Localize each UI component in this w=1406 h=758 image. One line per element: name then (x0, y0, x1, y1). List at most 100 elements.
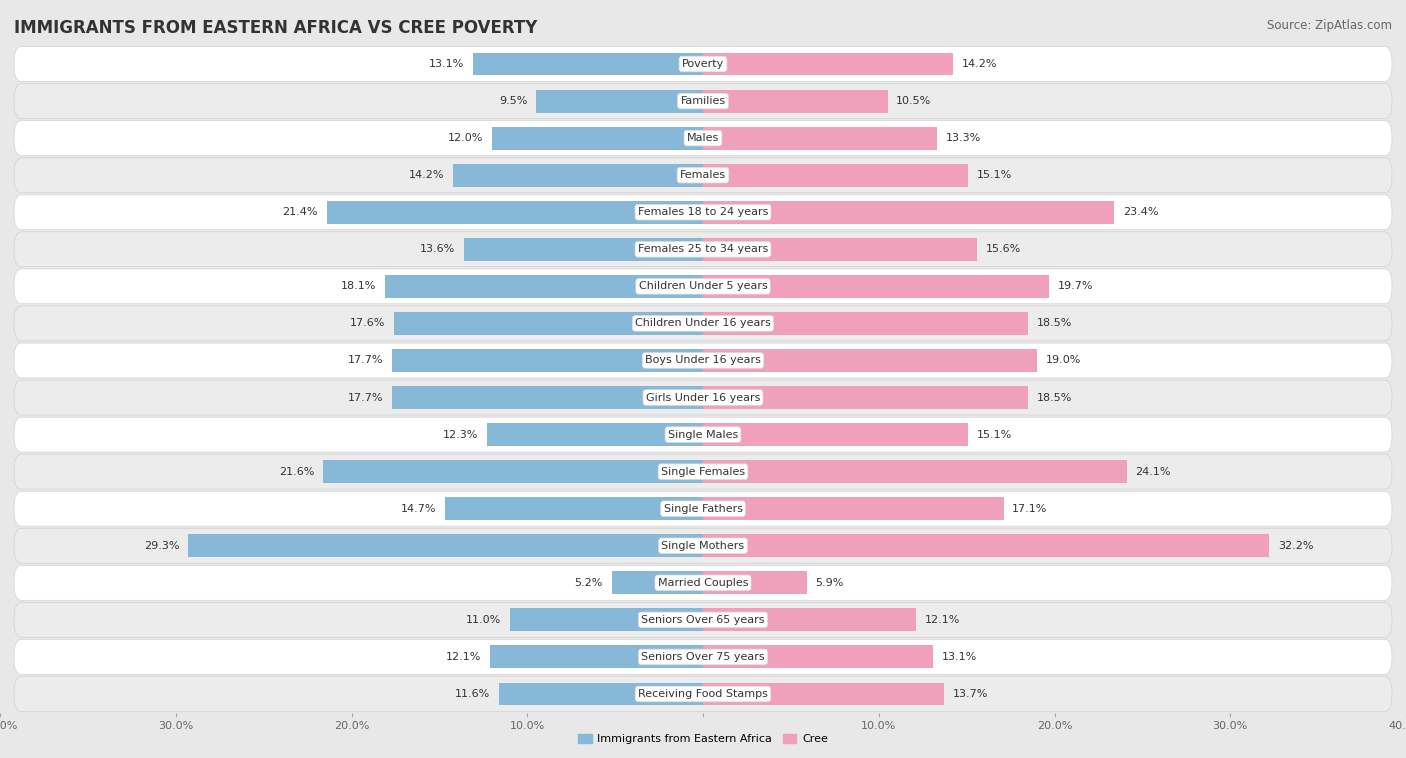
FancyBboxPatch shape (14, 46, 1392, 81)
Bar (703, 609, 915, 631)
Bar (703, 89, 887, 112)
FancyBboxPatch shape (14, 195, 1392, 230)
Text: Females: Females (681, 171, 725, 180)
Bar (612, 572, 703, 594)
Text: 12.0%: 12.0% (449, 133, 484, 143)
Text: Source: ZipAtlas.com: Source: ZipAtlas.com (1267, 19, 1392, 32)
FancyBboxPatch shape (14, 565, 1392, 600)
Bar (188, 534, 703, 557)
Legend: Immigrants from Eastern Africa, Cree: Immigrants from Eastern Africa, Cree (574, 729, 832, 749)
Text: Single Females: Single Females (661, 467, 745, 477)
FancyBboxPatch shape (14, 158, 1392, 193)
Text: 18.5%: 18.5% (1038, 318, 1073, 328)
FancyBboxPatch shape (14, 306, 1392, 341)
Text: 32.2%: 32.2% (1278, 540, 1313, 551)
Bar (703, 423, 969, 446)
FancyBboxPatch shape (14, 269, 1392, 304)
Bar (703, 275, 1049, 298)
Bar (703, 646, 934, 669)
Text: 15.1%: 15.1% (977, 430, 1012, 440)
Text: Single Males: Single Males (668, 430, 738, 440)
Text: 21.4%: 21.4% (283, 207, 318, 218)
Text: Boys Under 16 years: Boys Under 16 years (645, 356, 761, 365)
Text: 14.2%: 14.2% (962, 59, 997, 69)
Bar (510, 609, 703, 631)
Bar (385, 275, 703, 298)
FancyBboxPatch shape (14, 83, 1392, 118)
Bar (703, 386, 1028, 409)
FancyBboxPatch shape (14, 121, 1392, 155)
Bar (703, 201, 1114, 224)
Bar (444, 497, 703, 520)
Text: Children Under 16 years: Children Under 16 years (636, 318, 770, 328)
Text: 29.3%: 29.3% (143, 540, 180, 551)
Text: IMMIGRANTS FROM EASTERN AFRICA VS CREE POVERTY: IMMIGRANTS FROM EASTERN AFRICA VS CREE P… (14, 19, 537, 37)
FancyBboxPatch shape (14, 417, 1392, 452)
Bar (536, 89, 703, 112)
Bar (703, 349, 1038, 372)
Text: 11.6%: 11.6% (456, 689, 491, 699)
Text: 23.4%: 23.4% (1123, 207, 1159, 218)
FancyBboxPatch shape (14, 232, 1392, 267)
Text: 15.1%: 15.1% (977, 171, 1012, 180)
Bar (703, 497, 1004, 520)
Text: 12.3%: 12.3% (443, 430, 478, 440)
Text: 13.7%: 13.7% (953, 689, 988, 699)
Bar (394, 312, 703, 335)
Text: 17.6%: 17.6% (350, 318, 385, 328)
FancyBboxPatch shape (14, 677, 1392, 712)
Bar (464, 238, 703, 261)
Text: Seniors Over 65 years: Seniors Over 65 years (641, 615, 765, 625)
Text: 13.1%: 13.1% (429, 59, 464, 69)
FancyBboxPatch shape (14, 491, 1392, 526)
Bar (703, 534, 1268, 557)
Text: 13.1%: 13.1% (942, 652, 977, 662)
Bar (703, 52, 953, 76)
Text: 21.6%: 21.6% (280, 467, 315, 477)
Bar (703, 127, 936, 149)
Bar (499, 682, 703, 706)
Text: 12.1%: 12.1% (925, 615, 960, 625)
FancyBboxPatch shape (14, 603, 1392, 637)
Text: 14.7%: 14.7% (401, 504, 436, 514)
Bar (392, 349, 703, 372)
Text: 5.2%: 5.2% (575, 578, 603, 587)
Text: 24.1%: 24.1% (1136, 467, 1171, 477)
FancyBboxPatch shape (14, 380, 1392, 415)
Text: 18.5%: 18.5% (1038, 393, 1073, 402)
Text: 17.7%: 17.7% (347, 393, 382, 402)
Text: 11.0%: 11.0% (465, 615, 501, 625)
Text: 19.0%: 19.0% (1046, 356, 1081, 365)
Text: Girls Under 16 years: Girls Under 16 years (645, 393, 761, 402)
Bar (703, 572, 807, 594)
Text: 17.7%: 17.7% (347, 356, 382, 365)
Bar (486, 423, 703, 446)
Text: Married Couples: Married Couples (658, 578, 748, 587)
Bar (703, 460, 1126, 483)
FancyBboxPatch shape (14, 640, 1392, 675)
Text: Seniors Over 75 years: Seniors Over 75 years (641, 652, 765, 662)
FancyBboxPatch shape (14, 454, 1392, 489)
Text: Receiving Food Stamps: Receiving Food Stamps (638, 689, 768, 699)
Text: 14.2%: 14.2% (409, 171, 444, 180)
Bar (492, 127, 703, 149)
Text: Females 25 to 34 years: Females 25 to 34 years (638, 244, 768, 254)
Text: Poverty: Poverty (682, 59, 724, 69)
FancyBboxPatch shape (14, 528, 1392, 563)
Text: 15.6%: 15.6% (986, 244, 1021, 254)
Text: 5.9%: 5.9% (815, 578, 844, 587)
Text: 13.6%: 13.6% (420, 244, 456, 254)
Bar (703, 312, 1028, 335)
Text: Children Under 5 years: Children Under 5 years (638, 281, 768, 291)
Bar (703, 238, 977, 261)
Text: 18.1%: 18.1% (340, 281, 375, 291)
Bar (323, 460, 703, 483)
Text: 17.1%: 17.1% (1012, 504, 1047, 514)
Bar (454, 164, 703, 186)
Bar (703, 682, 943, 706)
FancyBboxPatch shape (14, 343, 1392, 378)
Text: Single Mothers: Single Mothers (661, 540, 745, 551)
Text: 9.5%: 9.5% (499, 96, 527, 106)
Text: 13.3%: 13.3% (945, 133, 981, 143)
Text: Families: Families (681, 96, 725, 106)
